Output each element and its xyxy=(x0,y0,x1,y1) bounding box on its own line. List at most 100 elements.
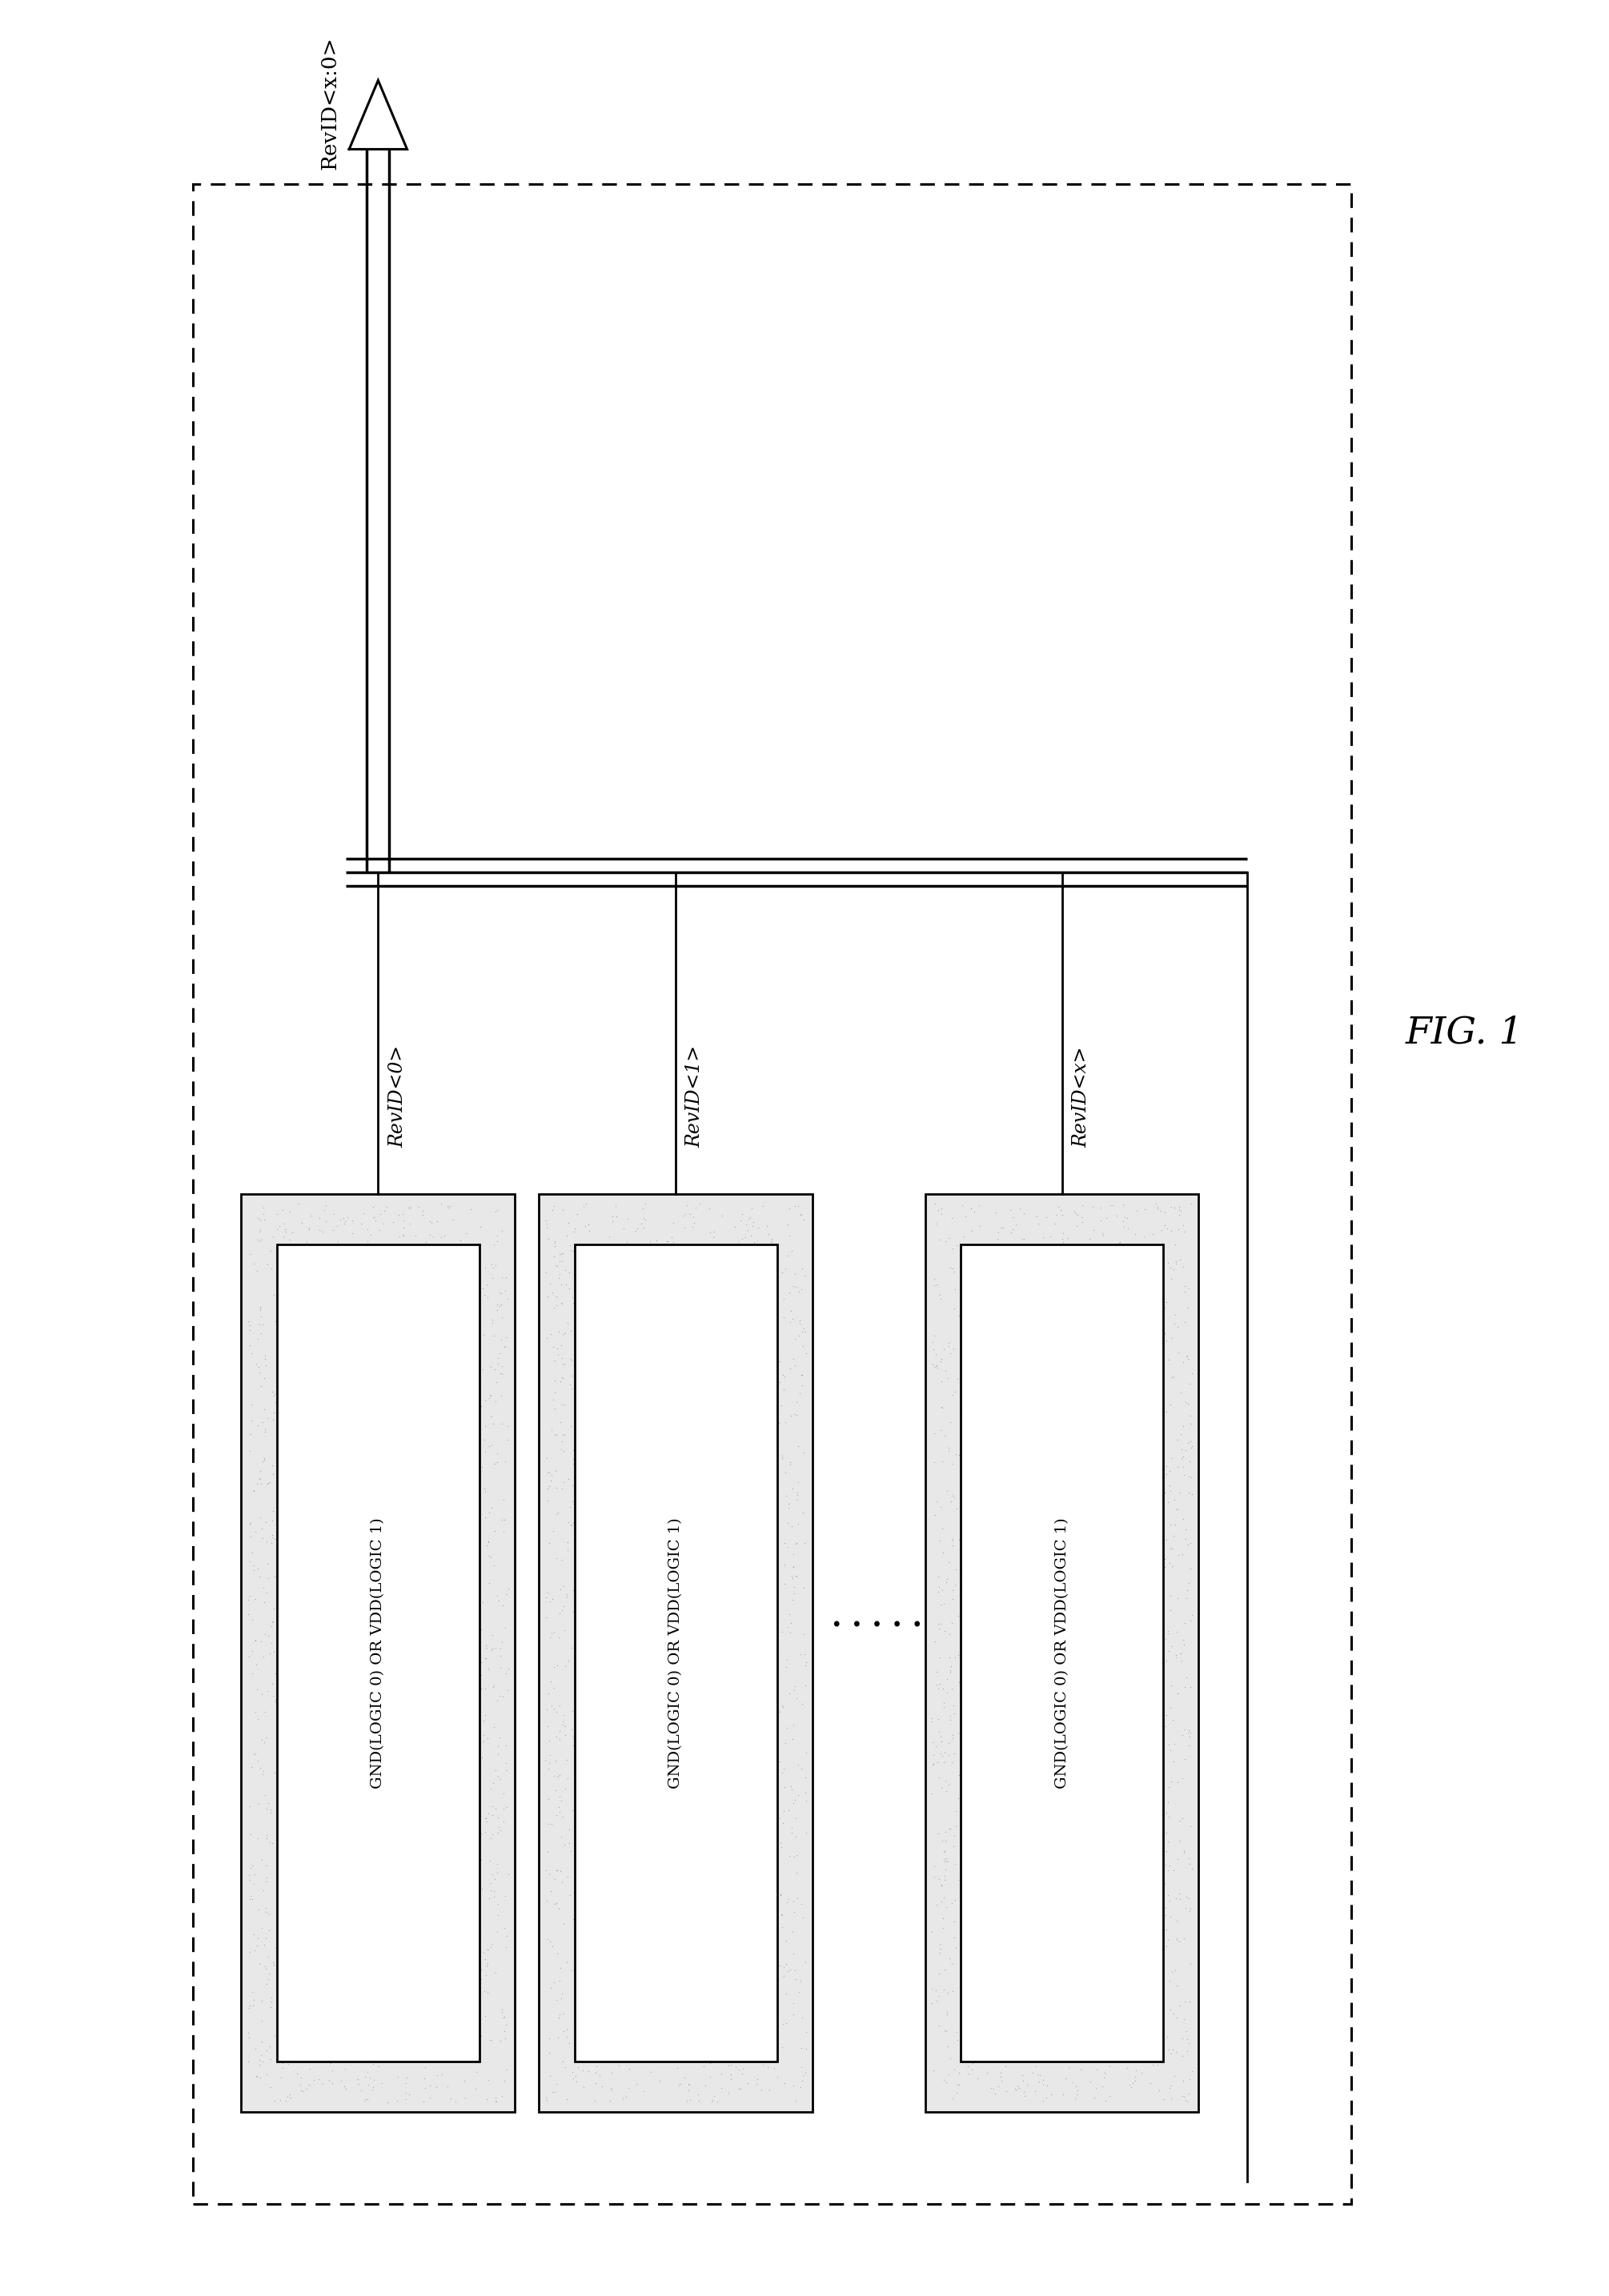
Point xyxy=(253,1947,278,1984)
Point xyxy=(1010,2062,1036,2099)
Point xyxy=(388,1440,414,1476)
Point xyxy=(613,1458,639,1495)
Point xyxy=(703,1892,729,1929)
Point xyxy=(1006,1623,1031,1660)
Point xyxy=(391,1210,417,1247)
Point xyxy=(940,1885,965,1922)
Point xyxy=(943,1272,969,1309)
Point xyxy=(697,2025,722,2062)
Point xyxy=(964,1605,990,1642)
Point xyxy=(1150,1504,1176,1541)
Point xyxy=(1035,1318,1060,1355)
Point xyxy=(693,1968,719,2004)
Point xyxy=(687,1375,713,1412)
Point xyxy=(1158,1359,1184,1396)
Point xyxy=(761,1428,787,1465)
Point xyxy=(584,1745,610,1782)
Point xyxy=(655,1497,681,1534)
Point xyxy=(632,1782,658,1818)
Point xyxy=(642,1922,668,1958)
Point xyxy=(928,1883,954,1919)
Point xyxy=(587,1906,613,1942)
Point xyxy=(481,1878,507,1915)
Point xyxy=(973,1226,999,1263)
Point xyxy=(254,1862,280,1899)
Point xyxy=(262,1655,288,1692)
Point xyxy=(311,1375,336,1412)
Point xyxy=(558,1711,584,1747)
Point xyxy=(608,1630,634,1667)
Point xyxy=(739,1502,764,1538)
Point xyxy=(566,1244,592,1281)
Point xyxy=(722,2048,748,2085)
Point xyxy=(586,1552,611,1589)
Point xyxy=(301,1430,327,1467)
Point xyxy=(1010,1626,1036,1662)
Point xyxy=(1115,1265,1141,1302)
Point xyxy=(417,1683,442,1720)
Point xyxy=(552,1825,578,1862)
Point xyxy=(438,1476,463,1513)
Point xyxy=(1041,1793,1067,1830)
Point xyxy=(637,2034,663,2071)
Point xyxy=(936,1430,962,1467)
Point xyxy=(793,1814,819,1851)
Point xyxy=(467,2043,492,2080)
Point xyxy=(639,1437,665,1474)
Point xyxy=(1033,1316,1059,1352)
Point xyxy=(399,1802,425,1839)
Point xyxy=(306,1958,331,1995)
Point xyxy=(537,1922,563,1958)
Point xyxy=(542,1224,568,1261)
Point xyxy=(296,2066,322,2103)
Point xyxy=(571,2069,597,2105)
Point xyxy=(331,1251,357,1288)
Point xyxy=(558,1407,584,1444)
Point xyxy=(1065,1458,1091,1495)
Point xyxy=(240,1534,265,1570)
Point xyxy=(1121,1745,1147,1782)
Point xyxy=(922,1318,948,1355)
Point xyxy=(555,1525,581,1561)
Point xyxy=(555,1531,581,1568)
Point xyxy=(586,1984,611,2020)
Point xyxy=(1170,1761,1195,1798)
Point xyxy=(1089,1531,1115,1568)
Point xyxy=(610,1713,636,1750)
Point xyxy=(676,1685,702,1722)
Point xyxy=(375,1984,401,2020)
Point xyxy=(656,1336,682,1373)
Point xyxy=(1110,1761,1136,1798)
Point xyxy=(489,1993,515,2030)
Point xyxy=(307,1853,333,1890)
Point xyxy=(611,1442,637,1479)
Point xyxy=(420,1435,446,1472)
Point xyxy=(776,1238,801,1274)
Point xyxy=(436,1254,462,1290)
Point xyxy=(743,1906,769,1942)
Point xyxy=(626,1536,652,1573)
Point xyxy=(610,1407,636,1444)
Point xyxy=(433,1915,459,1952)
Point xyxy=(693,1752,719,1789)
Point xyxy=(489,1991,515,2027)
Point xyxy=(629,1479,655,1515)
Point xyxy=(560,1692,586,1729)
Point xyxy=(999,2016,1025,2053)
Point xyxy=(549,1469,574,1506)
Point xyxy=(1176,1711,1202,1747)
Point xyxy=(246,1892,272,1929)
Point xyxy=(1062,2039,1088,2076)
Point xyxy=(1056,1800,1081,1837)
Point xyxy=(455,1394,481,1430)
Point xyxy=(721,2027,747,2064)
Point xyxy=(306,1481,331,1518)
Point xyxy=(354,1823,380,1860)
Point xyxy=(323,1887,349,1924)
Point xyxy=(407,1486,433,1522)
Point xyxy=(473,2080,499,2117)
Point xyxy=(1089,1986,1115,2023)
Point xyxy=(436,1359,462,1396)
Point xyxy=(267,1766,293,1802)
Point xyxy=(394,1733,420,1770)
